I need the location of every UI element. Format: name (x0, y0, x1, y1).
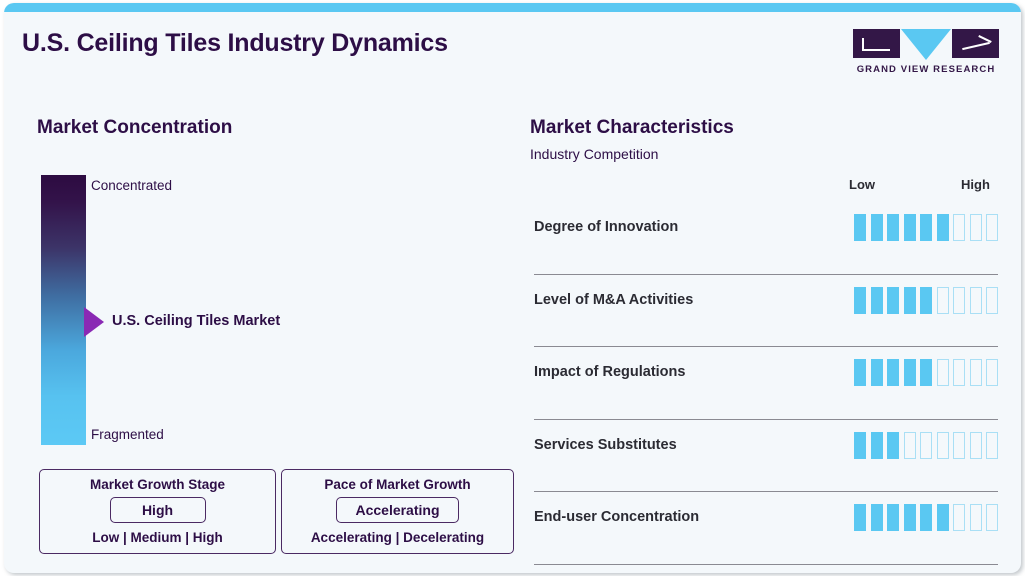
meter-segment-empty (986, 214, 998, 241)
meter-segment-empty (969, 504, 982, 531)
page-title: U.S. Ceiling Tiles Industry Dynamics (22, 29, 448, 57)
meter-segment-empty (986, 359, 998, 386)
logo-right-block-icon (952, 29, 999, 58)
meter-segment-filled (887, 431, 899, 459)
meter-segment-empty (986, 286, 998, 314)
characteristics-rows: Degree of Innovation Level of M&A Activit… (534, 202, 998, 565)
characteristic-label: Impact of Regulations (534, 364, 686, 380)
meter-segment-filled (903, 359, 916, 386)
meter-segment-empty (920, 431, 932, 459)
pace-of-market-growth-card: Pace of Market Growth Accelerating Accel… (281, 469, 514, 554)
meter-segment-filled (887, 359, 899, 386)
meter-segment-filled (887, 504, 899, 531)
meter-segment-filled (870, 286, 883, 314)
meter-segment-empty (953, 504, 965, 531)
market-position-label: U.S. Ceiling Tiles Market (112, 313, 281, 329)
meter-segment-empty (936, 286, 949, 314)
meter-segment-filled (854, 504, 866, 531)
grand-view-research-logo: GRAND VIEW RESEARCH (853, 29, 999, 75)
meter-segment-empty (953, 431, 965, 459)
meter-segment-filled (920, 359, 932, 386)
logo-left-block-icon (853, 29, 900, 58)
meter-segment-filled (920, 504, 932, 531)
meter-segment-filled (870, 359, 883, 386)
scale-high-label: High (961, 177, 990, 192)
meter-segment-empty (969, 431, 982, 459)
meter-segment-empty (986, 504, 998, 531)
meter-segment-filled (920, 214, 932, 241)
pace-of-market-growth-title: Pace of Market Growth (324, 477, 471, 492)
meter-segment-empty (969, 214, 982, 241)
meter-segment-filled (920, 286, 932, 314)
logo-wordmark: GRAND VIEW RESEARCH (856, 64, 996, 75)
meter-segment-filled (903, 504, 916, 531)
market-position-pointer-icon (84, 307, 104, 337)
market-concentration-heading: Market Concentration (37, 117, 233, 138)
logo-marks (853, 29, 999, 60)
characteristic-label: Degree of Innovation (534, 219, 679, 235)
market-characteristics-heading: Market Characteristics (530, 117, 734, 138)
meter-segment-empty (969, 286, 982, 314)
meter-segment-filled (854, 214, 866, 241)
meter-segment-empty (903, 431, 916, 459)
scale-low-label: Low (849, 177, 875, 192)
characteristic-meter (854, 286, 998, 314)
meter-segment-empty (953, 214, 965, 241)
characteristic-meter (854, 214, 998, 241)
pace-of-market-growth-scale: Accelerating | Decelerating (310, 530, 485, 545)
characteristic-label: Level of M&A Activities (534, 291, 694, 308)
market-growth-stage-title: Market Growth Stage (89, 477, 226, 492)
market-growth-stage-card: Market Growth Stage High Low | Medium | … (39, 469, 276, 554)
meter-segment-filled (936, 214, 949, 241)
meter-segment-filled (903, 214, 916, 241)
meter-segment-empty (936, 359, 949, 386)
top-accent-bar (4, 3, 1021, 12)
characteristic-meter (854, 359, 998, 386)
meter-segment-filled (903, 286, 916, 314)
market-growth-stage-scale: Low | Medium | High (92, 530, 223, 545)
meter-segment-filled (870, 214, 883, 241)
meter-segment-empty (936, 431, 949, 459)
meter-segment-filled (854, 431, 866, 459)
meter-segment-filled (887, 214, 899, 241)
characteristic-row: Services Substitutes (534, 420, 998, 492)
market-characteristics-subheading: Industry Competition (530, 146, 659, 162)
meter-segment-empty (953, 286, 965, 314)
content-card: U.S. Ceiling Tiles Industry Dynamics GRA… (4, 3, 1021, 573)
characteristic-row: Degree of Innovation (534, 202, 998, 275)
concentrated-label: Concentrated (91, 178, 173, 193)
fragmented-label: Fragmented (91, 427, 164, 442)
characteristic-label: Services Substitutes (534, 436, 677, 453)
meter-segment-filled (854, 359, 866, 386)
characteristic-row: End-user Concentration (534, 492, 998, 565)
logo-triangle-icon (901, 29, 951, 60)
characteristic-row: Level of M&A Activities (534, 275, 998, 347)
meter-segment-filled (854, 286, 866, 314)
market-growth-stage-value: High (109, 497, 206, 523)
meter-segment-filled (936, 504, 949, 531)
characteristic-row: Impact of Regulations (534, 347, 998, 420)
meter-segment-filled (870, 504, 883, 531)
meter-segment-filled (870, 431, 883, 459)
meter-segment-empty (986, 431, 998, 459)
meter-segment-empty (969, 359, 982, 386)
characteristic-label: End-user Concentration (534, 509, 700, 525)
concentration-gradient-bar (41, 175, 86, 445)
pace-of-market-growth-value: Accelerating (336, 497, 459, 523)
characteristic-meter (854, 504, 998, 531)
meter-segment-filled (887, 286, 899, 314)
characteristic-meter (854, 431, 998, 459)
meter-segment-empty (953, 359, 965, 386)
